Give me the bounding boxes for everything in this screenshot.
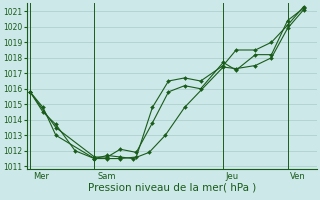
Text: Mer: Mer [33,172,49,181]
Text: Sam: Sam [97,172,116,181]
X-axis label: Pression niveau de la mer( hPa ): Pression niveau de la mer( hPa ) [88,183,256,193]
Text: Jeu: Jeu [226,172,239,181]
Text: Ven: Ven [290,172,306,181]
